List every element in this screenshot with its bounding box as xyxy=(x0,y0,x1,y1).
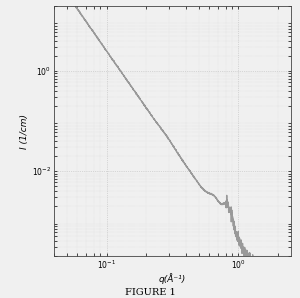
Text: FIGURE 1: FIGURE 1 xyxy=(124,288,176,297)
Y-axis label: I (1/cm): I (1/cm) xyxy=(20,114,29,149)
X-axis label: q(Å⁻¹): q(Å⁻¹) xyxy=(159,273,186,284)
